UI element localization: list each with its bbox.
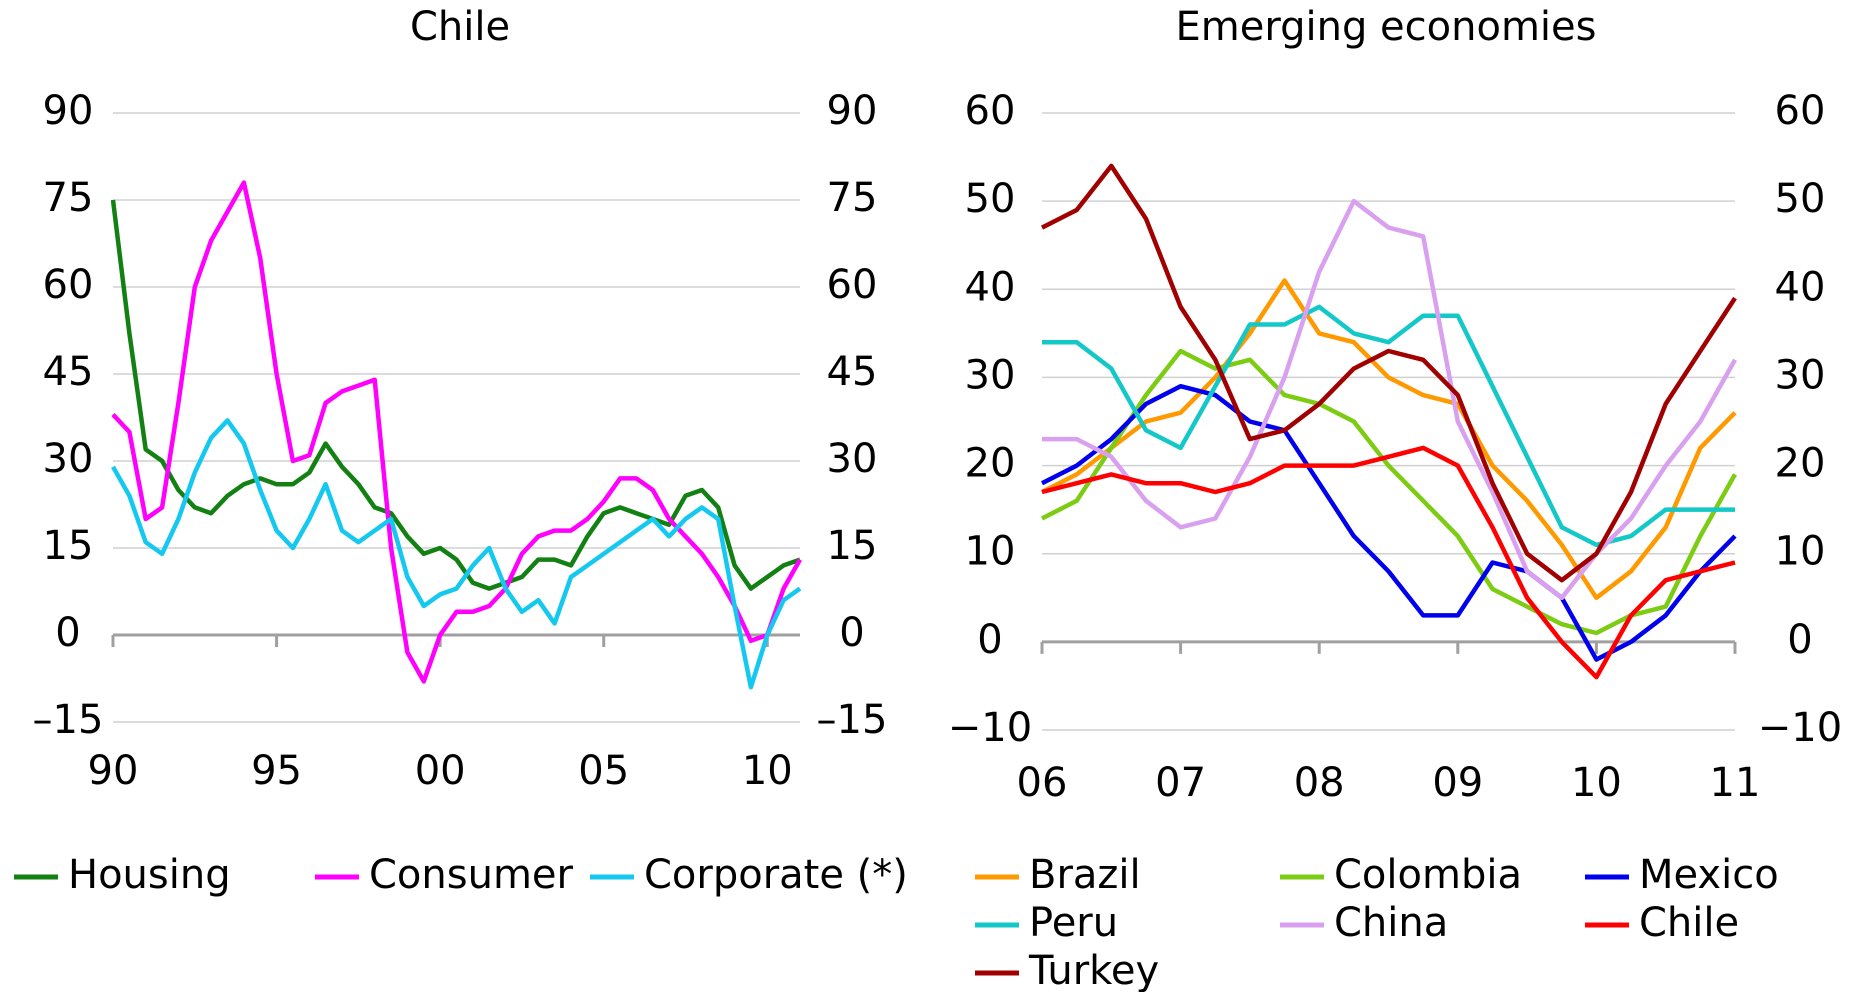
x-tick-label: 00 [415, 748, 466, 794]
y2-tick-label: 40 [1775, 264, 1826, 310]
series-line [1040, 163, 1737, 583]
series-line [111, 180, 802, 684]
series-line [1042, 198, 1737, 601]
x-tick-label: 05 [578, 748, 629, 794]
legend-label: Housing [68, 852, 231, 898]
x-tick-label: 11 [1710, 760, 1761, 806]
series-line [111, 418, 802, 690]
legend-label: Mexico [1639, 852, 1779, 898]
x-tick-label: 10 [742, 748, 793, 794]
x-tick-label: 95 [251, 748, 302, 794]
chart-title: Emerging economies [1176, 4, 1597, 50]
y-tick-label: 30 [43, 436, 94, 482]
y-tick-label: 90 [43, 88, 94, 134]
x-tick-label: 10 [1571, 760, 1622, 806]
x-tick-label: 90 [88, 748, 139, 794]
legend-label: China [1334, 900, 1448, 946]
x-tick-label: 08 [1294, 760, 1345, 806]
series-line [1040, 383, 1737, 662]
y-tick-label: 50 [965, 176, 1016, 222]
series-line [1041, 445, 1736, 680]
y-tick-label: 60 [43, 262, 94, 308]
y2-tick-label: 30 [1775, 352, 1826, 398]
y-tick-label: 45 [43, 349, 94, 395]
legend-label: Brazil [1029, 852, 1141, 898]
y-tick-label: 75 [43, 175, 94, 221]
y-tick-label: 20 [965, 441, 1016, 487]
series-line [1042, 304, 1735, 548]
series-line [110, 199, 801, 591]
y-tick-label: –15 [33, 697, 104, 743]
x-tick-label: 09 [1432, 760, 1483, 806]
x-tick-label: 06 [1017, 760, 1068, 806]
y-tick-label: 10 [965, 529, 1016, 575]
y2-tick-label: −10 [1758, 705, 1842, 751]
chart-title: Chile [410, 4, 510, 50]
y2-tick-label: 0 [839, 610, 864, 656]
y-tick-label: 40 [965, 264, 1016, 310]
y2-tick-label: 0 [1787, 617, 1812, 663]
legend-label: Colombia [1334, 852, 1522, 898]
y2-tick-label: 90 [827, 88, 878, 134]
x-tick-label: 07 [1155, 760, 1206, 806]
y2-tick-label: 20 [1775, 441, 1826, 487]
legend-label: Turkey [1028, 948, 1159, 992]
y-tick-label: −10 [948, 705, 1032, 751]
y2-tick-label: –15 [817, 697, 888, 743]
legend-label: Corporate (*) [644, 852, 908, 898]
series-line [1040, 348, 1737, 636]
y-tick-label: 0 [977, 617, 1002, 663]
y-tick-label: 0 [55, 610, 80, 656]
legend-label: Peru [1029, 900, 1118, 946]
y2-tick-label: 45 [827, 349, 878, 395]
legend-label: Chile [1639, 900, 1739, 946]
legend-label: Consumer [369, 852, 574, 898]
series-line [1040, 278, 1737, 601]
y2-tick-label: 75 [827, 175, 878, 221]
y2-tick-label: 30 [827, 436, 878, 482]
y-tick-label: 30 [965, 352, 1016, 398]
y2-tick-label: 60 [1775, 88, 1826, 134]
y2-tick-label: 10 [1775, 529, 1826, 575]
y-tick-label: 15 [43, 523, 94, 569]
y2-tick-label: 15 [827, 523, 878, 569]
y-tick-label: 60 [965, 88, 1016, 134]
y2-tick-label: 60 [827, 262, 878, 308]
y2-tick-label: 50 [1775, 176, 1826, 222]
